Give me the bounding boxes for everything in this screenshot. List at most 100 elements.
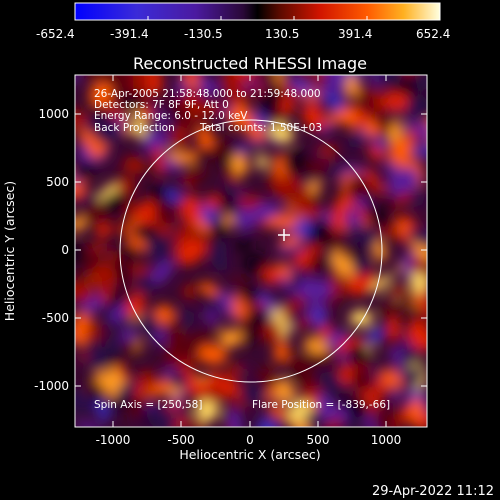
image-blob bbox=[302, 338, 329, 354]
image-blob bbox=[259, 85, 286, 116]
y-tick-label: -500 bbox=[42, 311, 69, 325]
image-blob bbox=[346, 343, 371, 365]
image-blob bbox=[224, 201, 239, 217]
annotation-energy-range: Energy Range: 6.0 - 12.0 keV bbox=[94, 110, 248, 122]
image-blob bbox=[256, 416, 279, 427]
image-blob bbox=[299, 278, 333, 302]
y-axis-label: Heliocentric Y (arcsec) bbox=[2, 181, 17, 321]
image-blob bbox=[289, 79, 317, 94]
x-tick-label: -500 bbox=[167, 433, 194, 447]
image-blob bbox=[348, 247, 362, 262]
image-blob bbox=[225, 82, 248, 109]
image-blob bbox=[91, 115, 122, 145]
image-blob bbox=[232, 275, 246, 294]
image-blob bbox=[411, 336, 427, 349]
image-blob bbox=[412, 145, 427, 157]
image-blob bbox=[384, 159, 397, 176]
image-blob bbox=[145, 236, 170, 263]
image-blob bbox=[164, 317, 183, 348]
x-tick-label: 500 bbox=[307, 433, 330, 447]
image-blob bbox=[414, 123, 427, 142]
image-blob bbox=[264, 401, 275, 424]
colorbar-tick-label: 391.4 bbox=[338, 27, 372, 41]
image-blob bbox=[124, 75, 151, 98]
image-blob bbox=[285, 354, 313, 373]
image-blob bbox=[308, 181, 322, 196]
image-blob bbox=[125, 292, 146, 319]
image-blob bbox=[319, 371, 339, 393]
x-axis-label: Heliocentric X (arcsec) bbox=[179, 447, 320, 462]
image-blob bbox=[150, 406, 176, 427]
y-tick-label: 500 bbox=[46, 175, 69, 189]
image-blob bbox=[152, 107, 171, 129]
image-blob bbox=[401, 366, 425, 389]
axis-ticks bbox=[75, 75, 427, 427]
image-blob bbox=[115, 378, 139, 403]
image-blob bbox=[348, 396, 370, 420]
image-blob bbox=[148, 259, 174, 287]
image-blob bbox=[134, 272, 155, 293]
image-blob bbox=[102, 191, 131, 215]
image-blob bbox=[407, 227, 427, 247]
image-blob bbox=[226, 364, 244, 377]
annotation-total-counts: Total counts: 1.50E+03 bbox=[199, 122, 322, 134]
image-blob bbox=[153, 145, 164, 177]
image-blob bbox=[219, 328, 243, 347]
image-blob bbox=[122, 338, 139, 356]
image-blob bbox=[330, 268, 343, 302]
image-blob bbox=[123, 91, 147, 111]
image-blob bbox=[227, 408, 243, 427]
image-blob bbox=[382, 199, 398, 211]
image-blob bbox=[177, 309, 195, 327]
y-tick-label: 1000 bbox=[38, 107, 69, 121]
image-blob bbox=[83, 200, 108, 225]
image-blob bbox=[293, 420, 310, 427]
image-blob bbox=[198, 344, 228, 365]
annotation-spin-axis: Spin Axis = [250,58] bbox=[94, 399, 202, 411]
image-blob bbox=[191, 419, 207, 427]
image-blob bbox=[75, 240, 87, 264]
image-blob bbox=[209, 219, 230, 240]
image-blob bbox=[234, 235, 253, 253]
image-blob bbox=[291, 245, 322, 267]
image-blob bbox=[408, 397, 424, 423]
image-blob bbox=[393, 296, 417, 311]
image-blob bbox=[331, 250, 354, 279]
image-title: Reconstructed RHESSI Image bbox=[133, 54, 367, 73]
image-blob bbox=[289, 270, 303, 290]
image-blob bbox=[326, 162, 345, 178]
x-tick-label: 0 bbox=[246, 433, 254, 447]
spin-axis-marker bbox=[278, 229, 290, 241]
image-blob bbox=[105, 75, 134, 95]
image-blob bbox=[324, 75, 347, 84]
colorbar-tick-label: -391.4 bbox=[110, 27, 149, 41]
image-blob bbox=[382, 369, 403, 393]
image-blob bbox=[324, 416, 342, 427]
y-tick-label: -1000 bbox=[34, 379, 69, 393]
image-blob bbox=[410, 303, 427, 325]
image-blob bbox=[109, 302, 130, 323]
image-blob bbox=[175, 238, 207, 266]
image-blob bbox=[289, 305, 309, 325]
image-blob bbox=[374, 137, 386, 150]
image-blob bbox=[202, 310, 219, 323]
image-blob bbox=[230, 296, 245, 306]
x-tick-label: -1000 bbox=[96, 433, 131, 447]
image-blob bbox=[213, 192, 240, 203]
image-blob bbox=[200, 281, 220, 296]
image-blob bbox=[208, 322, 220, 334]
image-blob bbox=[277, 261, 291, 281]
image-blob bbox=[241, 252, 268, 275]
annotation-method: Back Projection bbox=[94, 122, 175, 134]
image-blob bbox=[349, 309, 374, 327]
image-blob bbox=[388, 284, 409, 297]
image-blob bbox=[391, 347, 403, 368]
annotation-flare-position: Flare Position = [-839,-66] bbox=[252, 399, 390, 411]
image-blob bbox=[88, 82, 113, 106]
solar-limb bbox=[119, 119, 383, 383]
colorbar bbox=[74, 2, 441, 21]
image-blob bbox=[335, 389, 351, 410]
image-blob bbox=[243, 324, 266, 347]
image-blob bbox=[345, 174, 374, 202]
image-blob bbox=[338, 105, 356, 125]
